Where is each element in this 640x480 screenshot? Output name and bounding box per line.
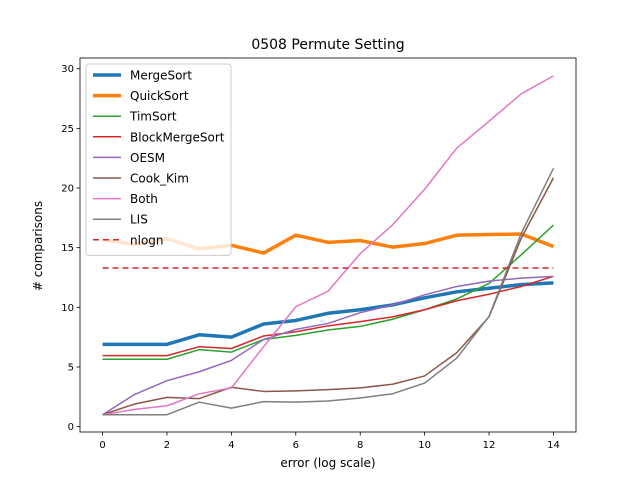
legend-label-oesm: OESM <box>130 151 165 165</box>
legend-label-cook-kim: Cook_Kim <box>130 172 189 186</box>
axes-layer: 0 2 4 6 8 10 12 14 0 5 10 15 20 25 30 <box>61 57 577 451</box>
x-tick-label: 2 <box>164 440 170 451</box>
y-axis-label: # comparisons <box>31 201 45 291</box>
legend-box <box>85 63 232 256</box>
series-line-both <box>102 75 554 416</box>
y-tick-label: 30 <box>61 64 74 75</box>
series-line-lis <box>102 168 555 416</box>
series-line-timsort <box>102 224 554 360</box>
x-tick-label: 12 <box>483 440 496 451</box>
legend-label-nlogn: nlogn <box>130 233 164 247</box>
x-tick-label: 8 <box>357 440 363 451</box>
chart-title: 0508 Permute Setting <box>251 37 404 53</box>
y-tick-label: 10 <box>61 303 74 314</box>
series-line-blockmergesort <box>102 275 554 357</box>
x-tick-label: 4 <box>228 440 234 451</box>
x-tick-label: 0 <box>99 440 105 451</box>
series-line-oesm <box>102 275 554 416</box>
y-tick-label: 5 <box>68 362 74 373</box>
legend-label-blockmergesort: BlockMergeSort <box>130 130 225 144</box>
x-tick-label: 14 <box>547 440 560 451</box>
legend-label-lis: LIS <box>130 213 148 227</box>
legend-label-both: Both <box>130 192 158 206</box>
x-axis-label: error (log scale) <box>280 456 375 470</box>
legend-label-mergesort: MergeSort <box>130 69 192 83</box>
y-tick-label: 25 <box>61 124 74 135</box>
y-tick-label: 15 <box>61 243 74 254</box>
y-tick-label: 20 <box>61 184 74 195</box>
series-line-cook-kim <box>102 177 555 416</box>
legend-label-timsort: TimSort <box>129 110 177 124</box>
plot-frame <box>79 57 577 433</box>
x-tick-label: 10 <box>418 440 431 451</box>
x-tick-label: 6 <box>293 440 299 451</box>
legend-label-quicksort: QuickSort <box>130 89 189 103</box>
y-tick-label: 0 <box>68 422 74 433</box>
legend: MergeSort QuickSort TimSort BlockMergeSort O… <box>85 63 232 256</box>
